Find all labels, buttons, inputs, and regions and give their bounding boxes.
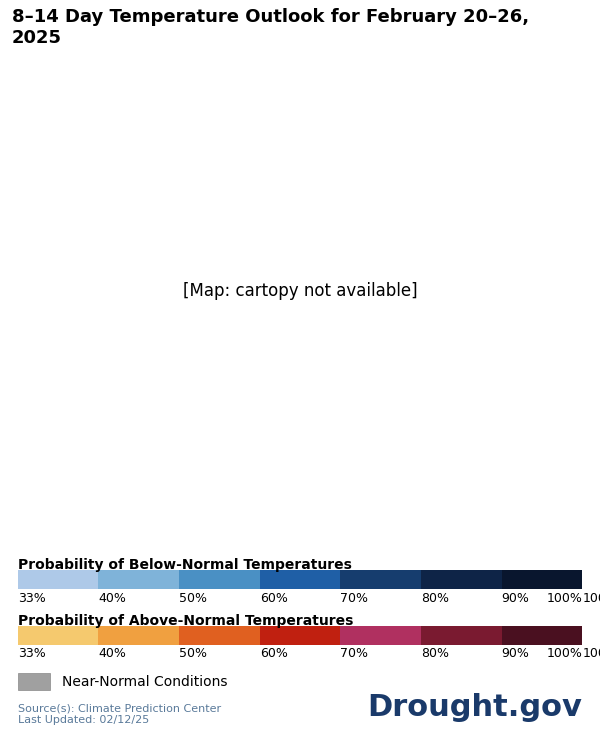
- Bar: [18, 673, 50, 690]
- Text: 50%: 50%: [179, 591, 207, 605]
- Text: 80%: 80%: [421, 591, 449, 605]
- Text: 40%: 40%: [98, 591, 126, 605]
- Bar: [260, 627, 340, 645]
- Bar: [421, 570, 502, 589]
- Bar: [179, 570, 260, 589]
- Bar: [340, 627, 421, 645]
- Bar: [502, 627, 582, 645]
- Text: 100%: 100%: [582, 648, 600, 660]
- Text: [Map: cartopy not available]: [Map: cartopy not available]: [182, 283, 418, 300]
- Bar: [18, 570, 98, 589]
- Text: 90%: 90%: [502, 591, 529, 605]
- Bar: [18, 627, 98, 645]
- Text: 100%: 100%: [582, 591, 600, 605]
- Text: 70%: 70%: [340, 591, 368, 605]
- Bar: [260, 570, 340, 589]
- Bar: [340, 570, 421, 589]
- Text: 8–14 Day Temperature Outlook for February 20–26,
2025: 8–14 Day Temperature Outlook for Februar…: [12, 8, 529, 47]
- Text: 33%: 33%: [18, 648, 46, 660]
- Text: 70%: 70%: [340, 648, 368, 660]
- Text: 100%: 100%: [547, 591, 582, 605]
- Bar: [179, 627, 260, 645]
- Text: 100%: 100%: [547, 648, 582, 660]
- Text: Source(s): Climate Prediction Center
Last Updated: 02/12/25: Source(s): Climate Prediction Center Las…: [18, 703, 221, 725]
- Bar: [98, 570, 179, 589]
- Text: 60%: 60%: [260, 648, 287, 660]
- Bar: [98, 627, 179, 645]
- Text: Drought.gov: Drought.gov: [367, 693, 582, 722]
- Bar: [421, 627, 502, 645]
- Text: Near-Normal Conditions: Near-Normal Conditions: [62, 675, 227, 689]
- Text: 40%: 40%: [98, 648, 126, 660]
- Bar: [502, 570, 582, 589]
- Text: 80%: 80%: [421, 648, 449, 660]
- Text: Probability of Below-Normal Temperatures: Probability of Below-Normal Temperatures: [18, 558, 352, 572]
- Text: 90%: 90%: [502, 648, 529, 660]
- Text: 60%: 60%: [260, 591, 287, 605]
- Text: 33%: 33%: [18, 591, 46, 605]
- Text: Probability of Above-Normal Temperatures: Probability of Above-Normal Temperatures: [18, 614, 353, 628]
- Text: 50%: 50%: [179, 648, 207, 660]
